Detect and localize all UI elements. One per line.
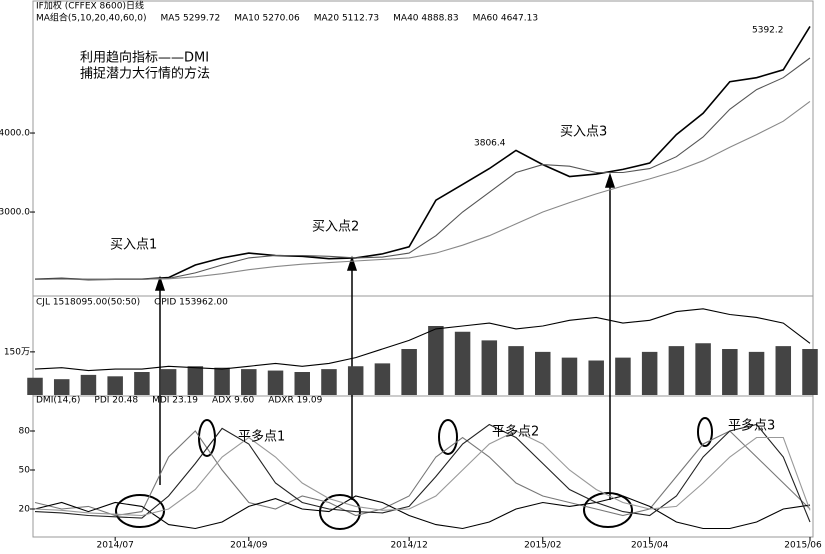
- arrows: [154, 172, 616, 500]
- volume-bar: [107, 376, 123, 395]
- volume-bar: [535, 351, 551, 395]
- x-tick-label: 2014/07: [96, 541, 133, 551]
- header-readout: ADXR 19.09: [268, 396, 322, 406]
- volume-bar: [187, 366, 204, 395]
- x-tick-label: 2015/04: [631, 541, 669, 551]
- volume-bar: [241, 369, 257, 395]
- y-tick-label: 4000.0: [0, 129, 30, 139]
- y-tick-label: 80: [19, 427, 31, 437]
- volume-bar: [615, 357, 631, 395]
- ellipse: [583, 492, 633, 528]
- header-readout: PDI 20.48: [94, 396, 138, 406]
- header-readout: MA5 5299.72: [161, 14, 221, 24]
- x-tick-label: 2014/12: [390, 541, 427, 551]
- annotation: 平多点2: [492, 424, 539, 440]
- annotation: 买入点3: [560, 125, 607, 140]
- ellipse: [438, 419, 458, 455]
- volume-bar: [561, 357, 578, 395]
- volume-bar: [294, 372, 310, 395]
- annotation: 利用趋向指标——DMI: [80, 50, 209, 66]
- volume-bar: [588, 360, 604, 395]
- header-readout: ADX 9.60: [212, 396, 254, 406]
- header-readout: CJL 1518095.00(50:50): [36, 298, 140, 308]
- volume-bar: [695, 343, 711, 395]
- volume-bar: [641, 351, 658, 395]
- volume-bar: [347, 366, 364, 395]
- volume-bar: [481, 340, 498, 395]
- volume-bar: [454, 331, 471, 395]
- x-tick-label: 2015/06: [784, 541, 822, 551]
- frame: [32, 0, 814, 538]
- volume-bar: [748, 351, 765, 395]
- header-readout: MA60 4647.13: [473, 14, 538, 24]
- chart-title: IF加权 (CFFEX 8600)日线: [36, 0, 144, 12]
- volume-bar: [374, 363, 391, 395]
- volume-bar: [802, 349, 818, 395]
- plot-frame: [32, 0, 814, 538]
- y-tick-label: 50: [19, 466, 31, 476]
- arrow-head: [346, 255, 358, 271]
- arrow-head: [604, 172, 616, 188]
- volume-bar: [722, 349, 738, 395]
- header-readout: MA组合(5,10,20,40,60,0): [36, 12, 147, 24]
- volume-bar: [668, 346, 685, 395]
- volume-bar: [53, 379, 70, 395]
- header-readout: OPID 153962.00: [154, 298, 228, 308]
- volume-bar: [775, 346, 792, 395]
- volume-bar: [401, 349, 417, 395]
- header-readout: MA40 4888.83: [393, 14, 458, 24]
- y-tick-label: 150万: [4, 347, 30, 357]
- arrow-head: [154, 275, 166, 291]
- annotation: 捕捉潜力大行情的方法: [80, 66, 210, 82]
- annotation: 5392.2: [752, 26, 784, 36]
- circles: [115, 417, 713, 530]
- volume-bar: [80, 374, 97, 395]
- series-line: [34, 430, 811, 517]
- series-line: [34, 495, 811, 530]
- volume-bar: [214, 367, 230, 395]
- series-line: [34, 430, 811, 517]
- ellipse: [115, 494, 165, 528]
- volume-bar: [267, 370, 284, 395]
- header-readout: MDI 23.19: [152, 396, 198, 406]
- header-readout: MA20 5112.73: [314, 14, 379, 24]
- volume-bar: [508, 346, 524, 395]
- volume-bar: [160, 369, 177, 395]
- volume-bar: [27, 377, 43, 395]
- series-line: [34, 308, 811, 372]
- series-line: [34, 25, 811, 281]
- y-tick-label: 20: [19, 505, 31, 515]
- volume-bar: [321, 369, 337, 395]
- annotation: 3806.4: [474, 139, 506, 149]
- x-tick-label: 2014/09: [230, 541, 268, 551]
- header-readout: MA10 5270.06: [234, 14, 300, 24]
- header-readout: DMI(14,6): [36, 396, 80, 406]
- annotation: 买入点2: [312, 220, 359, 235]
- volume-bar: [134, 372, 150, 395]
- annotation: 平多点1: [238, 429, 285, 445]
- annotation: 买入点1: [110, 238, 157, 253]
- ellipse: [697, 417, 713, 447]
- y-tick-label: 3000.0: [0, 208, 30, 218]
- series-line: [34, 423, 811, 523]
- series-line: [35, 100, 811, 280]
- volume-bar: [428, 326, 444, 395]
- annotation: 平多点3: [728, 418, 775, 434]
- x-tick-label: 2015/02: [524, 541, 561, 551]
